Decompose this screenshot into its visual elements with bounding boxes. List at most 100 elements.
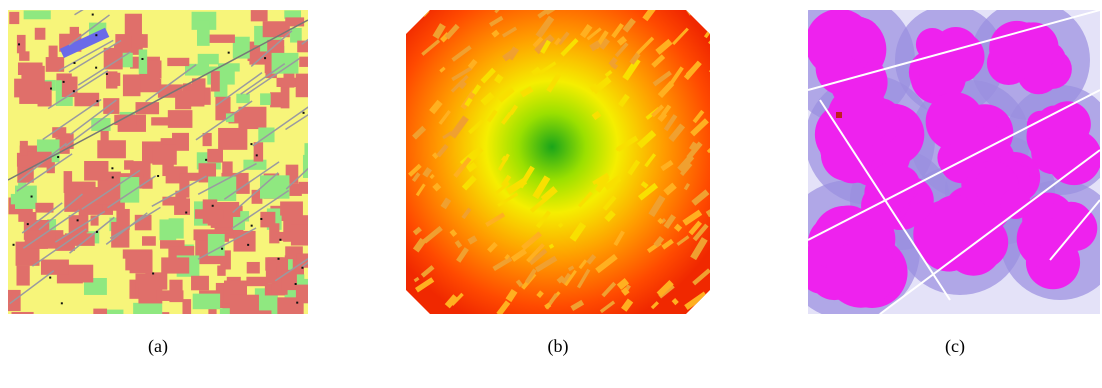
heat-streak [703,19,710,39]
land-patch [193,229,222,241]
heat-streak [449,115,469,139]
heat-streak [444,23,460,40]
heat-streak [586,27,602,41]
point [26,223,29,226]
point [296,301,299,304]
point [12,243,15,246]
heat-streak [602,195,617,211]
heat-streak [461,175,477,191]
density-blob [1000,188,1031,219]
map-land-use [8,10,308,314]
heat-streak [688,141,699,152]
land-patch [133,302,163,314]
heat-streak [577,191,593,208]
heat-streak [509,104,519,116]
heat-streak [683,182,690,191]
density-blob [919,58,957,96]
land-patch [289,183,302,196]
land-patch [124,13,142,37]
land-patch [197,53,219,65]
heat-streak [636,130,657,149]
land-patch [19,140,28,156]
land-patch [167,110,193,128]
land-patch [35,202,54,213]
road [215,72,263,107]
heat-streak [540,39,551,54]
land-patch [302,154,308,178]
heat-streak [494,10,503,14]
heat-streak [429,173,435,180]
road [195,100,253,141]
caption: (a) [148,336,168,357]
heat-streak [569,222,587,242]
heat-streak [611,23,624,39]
heat-streak [486,109,498,123]
heat-streak [668,123,686,142]
hotspot [836,112,842,118]
heat-streak [411,172,421,183]
heat-streak [685,61,701,77]
land-patch [236,93,250,104]
point [95,34,98,37]
heat-streak [412,125,427,140]
land-patch [281,269,297,291]
heat-streak [692,109,705,124]
map-heat [406,10,710,314]
land-patch [218,127,248,150]
heat-streak [536,290,544,299]
land-patch [265,266,277,284]
density-blob [1052,204,1083,235]
heat-streak [557,222,564,228]
point [279,238,282,241]
road [223,161,280,200]
heat-streak [679,162,693,176]
road [285,167,308,190]
land-patch [52,127,67,138]
land-patch [16,34,26,54]
heat-streak [627,159,641,176]
road [240,63,286,95]
land-patch [74,92,100,107]
land-patch [22,151,52,168]
heat-streak [620,287,630,296]
land-patch [142,236,156,246]
heat-streak [691,189,710,206]
rail [8,19,308,181]
road [77,51,131,86]
land-patch [225,113,235,123]
density-blob [940,108,979,147]
point [211,204,214,207]
road [69,216,115,254]
land-patch [131,34,148,48]
road [68,39,122,73]
heat-streak [650,301,660,310]
land-patch [202,199,218,224]
road [47,70,109,110]
heat-streak [652,70,672,87]
land-patch [207,148,223,163]
caption: (c) [945,336,965,357]
heat-streak [480,92,495,106]
land-patch [18,212,37,222]
land-patch [63,264,94,283]
heat-streak [657,217,664,225]
density-blob [976,125,1005,154]
heat-streak [690,237,708,261]
point [95,230,98,233]
land-patch [16,265,30,286]
heat-streak [663,214,677,229]
heat-streak [451,45,472,62]
heat-streak [560,38,579,57]
heat-streak [497,192,519,207]
heat-streak [521,231,543,251]
heat-streak [468,119,484,135]
land-patch [280,84,290,109]
heat-streak [557,31,570,46]
land-patch [295,73,308,98]
road [232,172,279,214]
heat-streak [589,40,602,52]
heat-streak [677,154,695,173]
heat-streak [440,197,452,210]
land-patch [229,294,259,314]
